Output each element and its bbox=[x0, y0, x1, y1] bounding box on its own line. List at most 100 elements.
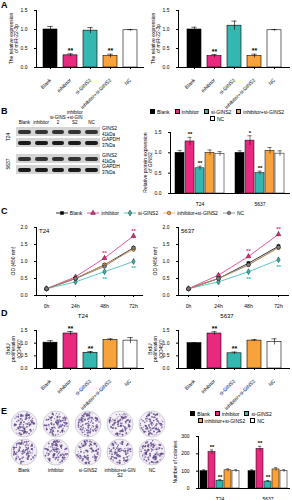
svg-text:**: ** bbox=[266, 474, 271, 480]
html-text:The relative expression of miR: The relative expression of miR-22-3p bbox=[7, 12, 19, 65]
svg-text:**: ** bbox=[212, 325, 218, 332]
svg-text:NC: NC bbox=[267, 378, 277, 388]
svg-text:0.0: 0.0 bbox=[155, 190, 162, 196]
html-text:inhibitor+si-GINS2: inhibitor+si-GINS2 bbox=[66, 110, 83, 125]
svg-text:NC: NC bbox=[123, 77, 133, 87]
svg-text:2.0: 2.0 bbox=[21, 224, 28, 230]
svg-text:**: ** bbox=[68, 325, 74, 332]
svg-text:**: ** bbox=[68, 47, 74, 54]
svg-text:si-GINS2: si-GINS2 bbox=[218, 378, 237, 397]
svg-text:inhibitor: inhibitor bbox=[200, 77, 217, 94]
svg-text:**: ** bbox=[276, 226, 281, 232]
svg-text:5637: 5637 bbox=[254, 201, 265, 207]
svg-text:*: * bbox=[249, 130, 252, 136]
svg-text:**: ** bbox=[258, 165, 263, 171]
svg-text:**: ** bbox=[102, 276, 107, 282]
svg-text:0.5: 0.5 bbox=[163, 45, 170, 51]
svg-text:0h: 0h bbox=[44, 303, 50, 309]
svg-text:0.5: 0.5 bbox=[163, 352, 170, 358]
svg-text:**: ** bbox=[198, 160, 203, 166]
svg-text:**: ** bbox=[246, 276, 251, 282]
svg-text:1.5: 1.5 bbox=[163, 7, 170, 13]
svg-text:NC: NC bbox=[267, 77, 277, 87]
html-text:BrdU proliferation (OD450): BrdU proliferation (OD450) bbox=[146, 335, 164, 363]
html-text:BrdU proliferation (OD450): BrdU proliferation (OD450) bbox=[4, 335, 22, 363]
svg-text:200: 200 bbox=[181, 450, 190, 456]
svg-text:0h: 0h bbox=[186, 303, 192, 309]
svg-text:0.5: 0.5 bbox=[163, 275, 170, 281]
svg-text:**: ** bbox=[88, 345, 94, 352]
svg-text:**: ** bbox=[258, 440, 263, 446]
svg-text:**: ** bbox=[210, 444, 215, 450]
svg-text:300: 300 bbox=[181, 433, 190, 439]
svg-text:1.5: 1.5 bbox=[21, 241, 28, 247]
svg-text:5637: 5637 bbox=[262, 496, 273, 500]
svg-text:inhibitor: inhibitor bbox=[56, 77, 73, 94]
html-text:A: A bbox=[1, 0, 8, 10]
svg-text:72h: 72h bbox=[274, 303, 283, 309]
svg-text:1.0: 1.0 bbox=[21, 258, 28, 264]
svg-text:T24: T24 bbox=[196, 201, 205, 207]
svg-text:0.0: 0.0 bbox=[163, 365, 170, 371]
svg-text:Blank: Blank bbox=[183, 378, 196, 391]
svg-text:inhibitor+si-GINS2: inhibitor+si-GINS2 bbox=[223, 378, 256, 411]
svg-text:inhibitor+si-GINS2: inhibitor+si-GINS2 bbox=[79, 378, 112, 411]
svg-text:**: ** bbox=[131, 265, 136, 271]
svg-text:**: ** bbox=[212, 48, 218, 55]
svg-text:0.5: 0.5 bbox=[21, 45, 28, 51]
svg-text:0.0: 0.0 bbox=[163, 292, 170, 298]
svg-text:0.0: 0.0 bbox=[21, 64, 28, 70]
svg-text:1.0: 1.0 bbox=[21, 340, 28, 346]
svg-text:1.5: 1.5 bbox=[21, 327, 28, 333]
svg-text:Blank: Blank bbox=[39, 378, 52, 391]
svg-text:**: ** bbox=[218, 474, 223, 480]
svg-text:inhibitor+si-GINS2: inhibitor+si-GINS2 bbox=[223, 77, 256, 110]
svg-text:48h: 48h bbox=[244, 303, 253, 309]
svg-text:0.0: 0.0 bbox=[21, 365, 28, 371]
svg-text:1.0: 1.0 bbox=[163, 258, 170, 264]
html-text:inhibitor+si-GINS2: inhibitor+si-GINS2 bbox=[104, 468, 136, 478]
svg-text:**: ** bbox=[246, 248, 251, 254]
svg-text:si-GINS2: si-GINS2 bbox=[74, 378, 93, 397]
svg-text:inhibitor: inhibitor bbox=[56, 378, 73, 395]
svg-text:24h: 24h bbox=[71, 303, 80, 309]
svg-text:1.5: 1.5 bbox=[163, 241, 170, 247]
svg-text:NC: NC bbox=[123, 378, 133, 388]
svg-text:0.0: 0.0 bbox=[21, 292, 28, 298]
svg-text:**: ** bbox=[276, 264, 281, 270]
svg-text:0.5: 0.5 bbox=[155, 170, 162, 176]
svg-text:2.0: 2.0 bbox=[163, 224, 170, 230]
svg-text:1.0: 1.0 bbox=[163, 340, 170, 346]
svg-text:0.5: 0.5 bbox=[21, 275, 28, 281]
svg-text:48h: 48h bbox=[100, 303, 109, 309]
svg-text:24h: 24h bbox=[214, 303, 223, 309]
svg-text:T24: T24 bbox=[216, 496, 225, 500]
svg-text:inhibitor: inhibitor bbox=[200, 378, 217, 395]
svg-text:72h: 72h bbox=[129, 303, 138, 309]
svg-text:100: 100 bbox=[181, 468, 190, 474]
svg-text:**: ** bbox=[188, 131, 193, 137]
svg-text:**: ** bbox=[131, 228, 136, 234]
svg-text:Blank: Blank bbox=[39, 77, 52, 90]
html-text:B: B bbox=[1, 106, 8, 116]
svg-text:1.0: 1.0 bbox=[155, 149, 162, 155]
svg-text:si-GINS2: si-GINS2 bbox=[74, 77, 93, 96]
svg-text:1.0: 1.0 bbox=[163, 26, 170, 32]
svg-text:1.0: 1.0 bbox=[21, 26, 28, 32]
svg-text:si-GINS2: si-GINS2 bbox=[218, 77, 237, 96]
svg-text:0.5: 0.5 bbox=[21, 352, 28, 358]
svg-text:0.0: 0.0 bbox=[163, 64, 170, 70]
svg-text:Blank: Blank bbox=[183, 77, 196, 90]
html-text:si-GINS2: si-GINS2 bbox=[50, 115, 66, 125]
svg-text:**: ** bbox=[252, 47, 258, 54]
svg-text:**: ** bbox=[108, 47, 114, 54]
svg-text:0: 0 bbox=[187, 485, 190, 491]
html-text:Relative protein expression of: Relative protein expression of GINS2 bbox=[141, 132, 153, 193]
svg-text:**: ** bbox=[102, 250, 107, 256]
svg-text:**: ** bbox=[232, 345, 238, 352]
svg-text:1.5: 1.5 bbox=[21, 7, 28, 13]
svg-text:1.5: 1.5 bbox=[163, 327, 170, 333]
svg-text:inhibitor+si-GINS2: inhibitor+si-GINS2 bbox=[79, 77, 112, 110]
html-text:The relative expression of miR: The relative expression of miR-22-3p bbox=[149, 12, 161, 65]
svg-text:1.5: 1.5 bbox=[155, 129, 162, 135]
